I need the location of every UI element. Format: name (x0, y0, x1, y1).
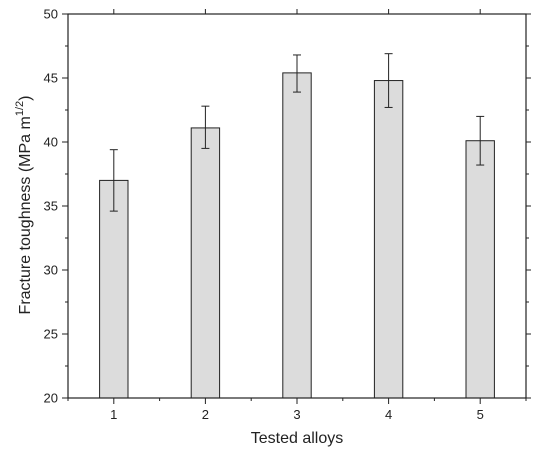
y-tick-label-25: 25 (44, 327, 58, 342)
error-bars-group (109, 53, 485, 212)
y-axis-title-sup: 1/2 (14, 101, 26, 116)
y-axis-title-end: ) (17, 96, 34, 101)
x-tick-label-5: 5 (477, 407, 484, 422)
x-axis: 1 2 3 4 5 (67, 9, 527, 422)
bar-4 (373, 80, 404, 399)
y-tick-label-30: 30 (44, 263, 58, 278)
y-tick-label-35: 35 (44, 199, 58, 214)
y-tick-label-45: 45 (44, 71, 58, 86)
y-axis: 20 25 30 35 40 45 50 (44, 7, 531, 406)
x-tick-label-2: 2 (202, 407, 209, 422)
x-tick-label-1: 1 (110, 407, 117, 422)
y-axis-title: Fracture toughness (MPa m1/2) (14, 96, 34, 315)
x-tick-label-3: 3 (293, 407, 300, 422)
y-axis-title-main: Fracture toughness (MPa m (17, 116, 34, 314)
bar-1 (99, 179, 129, 399)
x-axis-title: Tested alloys (251, 430, 344, 447)
bars-group (99, 72, 495, 399)
y-tick-label-50: 50 (44, 7, 58, 22)
bar-3 (282, 72, 312, 399)
bar-5 (465, 140, 495, 399)
x-tick-label-4: 4 (385, 407, 392, 422)
y-tick-label-20: 20 (44, 391, 58, 406)
bar-2 (190, 127, 221, 399)
y-tick-label-40: 40 (44, 135, 58, 150)
